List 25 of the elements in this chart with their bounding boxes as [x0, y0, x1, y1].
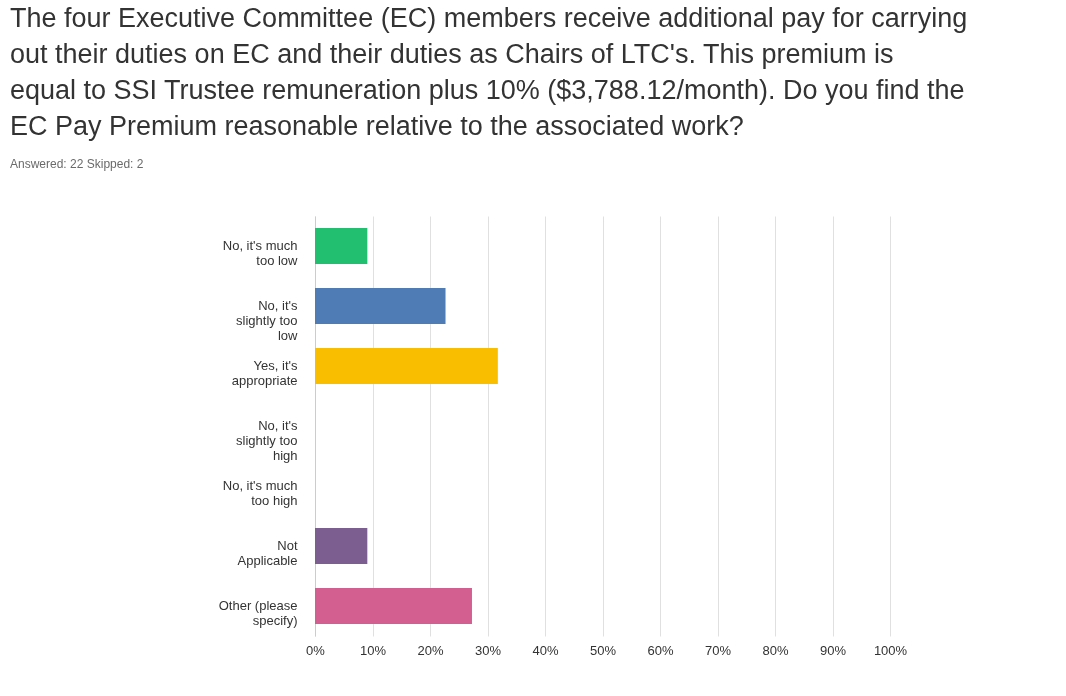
x-tick-label: 0%	[306, 642, 326, 658]
y-tick-label: No, it's slightly too high	[236, 418, 298, 463]
x-tick-label: 100%	[873, 642, 908, 658]
x-tick-label: 60%	[647, 642, 674, 658]
chart-title: The four Executive Committee (EC) members receive additional pay for carrying out their duties on EC and their duties as Chairs of LTC's. This premium is equal to SSI Trustee remuneration plus 10% ($3,788.12/month). Do you find the EC Pay Premium reasonable relative to the associated work?	[10, 3, 968, 141]
bar	[315, 288, 446, 324]
x-tick-label: 90%	[819, 642, 847, 658]
y-tick-label: No, it's much too high	[222, 478, 298, 508]
y-tick-label: No, it's much too low	[222, 238, 299, 268]
bar	[315, 348, 498, 384]
bar	[315, 588, 472, 624]
y-tick-label: No, it's slightly too low	[236, 298, 299, 343]
bar	[315, 228, 368, 264]
x-tick-label: 80%	[762, 642, 789, 658]
y-tick-label: Yes, it's appropriate	[231, 358, 298, 388]
y-tick-label: Other (please specify)	[218, 598, 298, 628]
x-tick-label: 10%	[359, 642, 387, 658]
x-tick-label: 20%	[417, 642, 444, 658]
x-tick-label: 50%	[589, 642, 617, 658]
bar	[315, 528, 368, 564]
y-tick-label: Not Applicable	[237, 538, 298, 568]
x-tick-label: 70%	[704, 642, 732, 658]
x-tick-label: 30%	[474, 642, 502, 658]
x-tick-label: 40%	[532, 642, 559, 658]
text: Answered: 22 Skipped: 2	[10, 157, 144, 171]
